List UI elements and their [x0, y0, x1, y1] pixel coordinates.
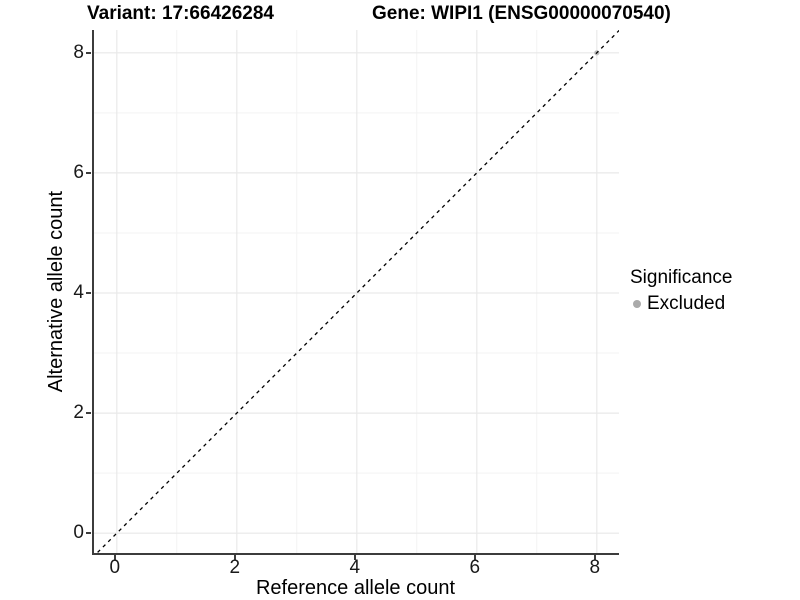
- y-tick-label: 8: [73, 41, 84, 63]
- x-tick-label: 0: [109, 557, 121, 578]
- x-tick-label: 6: [469, 557, 481, 578]
- x-tick-mark: [474, 555, 476, 560]
- y-tick-mark: [86, 412, 91, 414]
- x-tick-mark: [234, 555, 236, 560]
- y-tick-label: 0: [73, 522, 84, 544]
- x-tick-mark: [354, 555, 356, 560]
- x-tick-label: 4: [349, 557, 361, 578]
- legend-title: Significance: [630, 267, 733, 288]
- plot-canvas: [94, 30, 619, 553]
- y-axis-title: Alternative allele count: [44, 190, 67, 393]
- x-tick-label: 8: [589, 557, 601, 578]
- x-axis-tick-labels: 0 2 4 6 8: [92, 558, 619, 578]
- legend-item-label: Excluded: [647, 293, 726, 314]
- y-axis-tick-marks: [86, 30, 92, 553]
- x-tick-label: 2: [229, 557, 241, 578]
- legend-item: Excluded: [628, 292, 798, 316]
- legend: Significance Excluded: [628, 267, 798, 316]
- x-tick-mark: [594, 555, 596, 560]
- gene-title: Gene: WIPI1 (ENSG00000070540): [372, 3, 671, 24]
- y-axis-tick-labels: 0 2 4 6 8: [40, 30, 84, 553]
- y-tick-mark: [86, 52, 91, 54]
- y-tick-label: 2: [73, 402, 84, 424]
- plot-panel: [92, 30, 619, 555]
- y-tick-mark: [86, 532, 91, 534]
- y-tick-label: 4: [73, 282, 84, 303]
- y-tick-mark: [86, 172, 91, 174]
- legend-point-icon: [633, 300, 641, 308]
- x-axis-title: Reference allele count: [255, 577, 455, 599]
- variant-title: Variant: 17:66426284: [87, 3, 274, 24]
- x-axis-tick-marks: [92, 555, 619, 561]
- y-tick-label: 6: [73, 161, 84, 183]
- legend-items: Excluded: [628, 292, 798, 316]
- x-tick-mark: [114, 555, 116, 560]
- y-tick-mark: [86, 292, 91, 294]
- identity-dashed-line: [96, 30, 619, 553]
